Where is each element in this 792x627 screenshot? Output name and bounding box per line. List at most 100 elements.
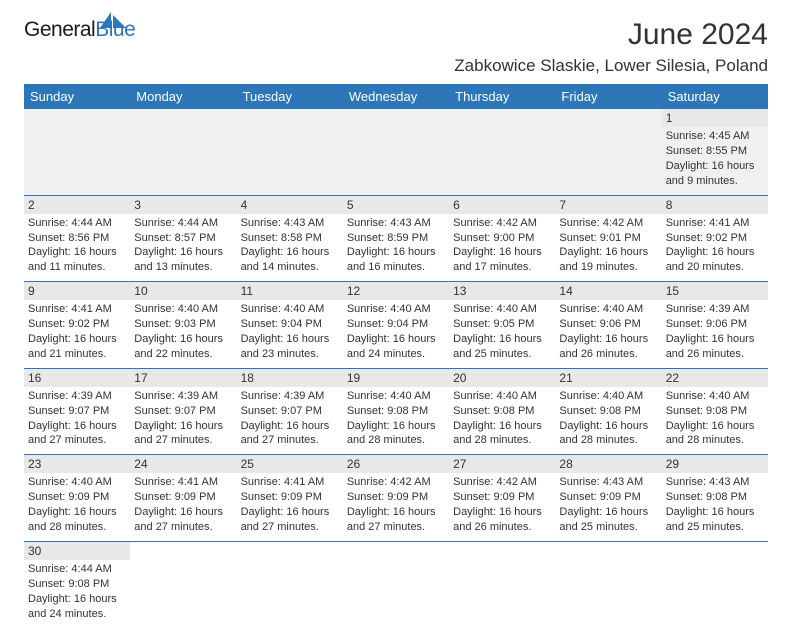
calendar-cell: 29Sunrise: 4:43 AMSunset: 9:08 PMDayligh…	[662, 455, 768, 542]
sunrise-text: Sunrise: 4:44 AM	[28, 216, 126, 231]
daylight-text: Daylight: 16 hours and 11 minutes.	[28, 245, 126, 275]
day-number: 26	[343, 455, 449, 473]
calendar-cell: 14Sunrise: 4:40 AMSunset: 9:06 PMDayligh…	[555, 282, 661, 369]
calendar-cell: 3Sunrise: 4:44 AMSunset: 8:57 PMDaylight…	[130, 195, 236, 282]
sunrise-text: Sunrise: 4:44 AM	[28, 562, 126, 577]
daylight-text: Daylight: 16 hours and 28 minutes.	[28, 505, 126, 535]
calendar-cell: 10Sunrise: 4:40 AMSunset: 9:03 PMDayligh…	[130, 282, 236, 369]
sunset-text: Sunset: 9:09 PM	[453, 490, 551, 505]
sunrise-text: Sunrise: 4:40 AM	[559, 302, 657, 317]
daylight-text: Daylight: 16 hours and 20 minutes.	[666, 245, 764, 275]
daylight-text: Daylight: 16 hours and 25 minutes.	[453, 332, 551, 362]
calendar-cell: 21Sunrise: 4:40 AMSunset: 9:08 PMDayligh…	[555, 368, 661, 455]
day-number: 10	[130, 282, 236, 300]
daylight-text: Daylight: 16 hours and 28 minutes.	[666, 419, 764, 449]
month-title: June 2024	[454, 18, 768, 52]
sunset-text: Sunset: 8:59 PM	[347, 231, 445, 246]
calendar-cell: 9Sunrise: 4:41 AMSunset: 9:02 PMDaylight…	[24, 282, 130, 369]
calendar-row: 2Sunrise: 4:44 AMSunset: 8:56 PMDaylight…	[24, 195, 768, 282]
daylight-text: Daylight: 16 hours and 9 minutes.	[666, 159, 764, 189]
calendar-cell: 15Sunrise: 4:39 AMSunset: 9:06 PMDayligh…	[662, 282, 768, 369]
sunrise-text: Sunrise: 4:42 AM	[347, 475, 445, 490]
sunset-text: Sunset: 8:55 PM	[666, 144, 764, 159]
sunrise-text: Sunrise: 4:41 AM	[241, 475, 339, 490]
calendar-row: 23Sunrise: 4:40 AMSunset: 9:09 PMDayligh…	[24, 455, 768, 542]
sunset-text: Sunset: 9:02 PM	[28, 317, 126, 332]
calendar-cell: 1Sunrise: 4:45 AMSunset: 8:55 PMDaylight…	[662, 109, 768, 195]
calendar-page: GeneralBlue June 2024 Zabkowice Slaskie,…	[0, 0, 792, 627]
day-number: 13	[449, 282, 555, 300]
sunset-text: Sunset: 8:56 PM	[28, 231, 126, 246]
calendar-cell: 5Sunrise: 4:43 AMSunset: 8:59 PMDaylight…	[343, 195, 449, 282]
sunrise-text: Sunrise: 4:41 AM	[666, 216, 764, 231]
sunset-text: Sunset: 9:00 PM	[453, 231, 551, 246]
day-number: 16	[24, 369, 130, 387]
sunset-text: Sunset: 9:09 PM	[241, 490, 339, 505]
daylight-text: Daylight: 16 hours and 24 minutes.	[347, 332, 445, 362]
calendar-cell: 7Sunrise: 4:42 AMSunset: 9:01 PMDaylight…	[555, 195, 661, 282]
sunrise-text: Sunrise: 4:40 AM	[453, 302, 551, 317]
day-number: 21	[555, 369, 661, 387]
calendar-row: 1Sunrise: 4:45 AMSunset: 8:55 PMDaylight…	[24, 109, 768, 195]
daylight-text: Daylight: 16 hours and 13 minutes.	[134, 245, 232, 275]
calendar-cell: 18Sunrise: 4:39 AMSunset: 9:07 PMDayligh…	[237, 368, 343, 455]
sunrise-text: Sunrise: 4:39 AM	[666, 302, 764, 317]
daylight-text: Daylight: 16 hours and 16 minutes.	[347, 245, 445, 275]
daylight-text: Daylight: 16 hours and 27 minutes.	[134, 419, 232, 449]
calendar-row: 16Sunrise: 4:39 AMSunset: 9:07 PMDayligh…	[24, 368, 768, 455]
day-number: 14	[555, 282, 661, 300]
sunset-text: Sunset: 9:01 PM	[559, 231, 657, 246]
day-number: 22	[662, 369, 768, 387]
calendar-body: 1Sunrise: 4:45 AMSunset: 8:55 PMDaylight…	[24, 109, 768, 627]
sunrise-text: Sunrise: 4:45 AM	[666, 129, 764, 144]
sunrise-text: Sunrise: 4:39 AM	[28, 389, 126, 404]
calendar-cell: 4Sunrise: 4:43 AMSunset: 8:58 PMDaylight…	[237, 195, 343, 282]
sunrise-text: Sunrise: 4:39 AM	[241, 389, 339, 404]
sunset-text: Sunset: 9:09 PM	[347, 490, 445, 505]
sunset-text: Sunset: 9:08 PM	[559, 404, 657, 419]
day-number: 29	[662, 455, 768, 473]
day-number: 2	[24, 196, 130, 214]
sunset-text: Sunset: 9:08 PM	[666, 404, 764, 419]
calendar-cell	[343, 109, 449, 195]
sunrise-text: Sunrise: 4:40 AM	[134, 302, 232, 317]
sunset-text: Sunset: 9:08 PM	[28, 577, 126, 592]
calendar-cell: 13Sunrise: 4:40 AMSunset: 9:05 PMDayligh…	[449, 282, 555, 369]
calendar-cell: 30Sunrise: 4:44 AMSunset: 9:08 PMDayligh…	[24, 541, 130, 627]
daylight-text: Daylight: 16 hours and 28 minutes.	[347, 419, 445, 449]
calendar-cell: 19Sunrise: 4:40 AMSunset: 9:08 PMDayligh…	[343, 368, 449, 455]
calendar-cell	[662, 541, 768, 627]
weekday-header: Monday	[130, 84, 236, 109]
calendar-row: 30Sunrise: 4:44 AMSunset: 9:08 PMDayligh…	[24, 541, 768, 627]
sunset-text: Sunset: 9:04 PM	[347, 317, 445, 332]
calendar-cell	[449, 541, 555, 627]
daylight-text: Daylight: 16 hours and 28 minutes.	[559, 419, 657, 449]
calendar-cell: 20Sunrise: 4:40 AMSunset: 9:08 PMDayligh…	[449, 368, 555, 455]
day-number: 18	[237, 369, 343, 387]
sunset-text: Sunset: 9:03 PM	[134, 317, 232, 332]
sunrise-text: Sunrise: 4:43 AM	[241, 216, 339, 231]
daylight-text: Daylight: 16 hours and 27 minutes.	[241, 505, 339, 535]
day-number: 23	[24, 455, 130, 473]
calendar-cell: 17Sunrise: 4:39 AMSunset: 9:07 PMDayligh…	[130, 368, 236, 455]
day-number: 7	[555, 196, 661, 214]
sunrise-text: Sunrise: 4:40 AM	[241, 302, 339, 317]
day-number: 25	[237, 455, 343, 473]
daylight-text: Daylight: 16 hours and 26 minutes.	[666, 332, 764, 362]
weekday-header: Wednesday	[343, 84, 449, 109]
daylight-text: Daylight: 16 hours and 24 minutes.	[28, 592, 126, 622]
daylight-text: Daylight: 16 hours and 23 minutes.	[241, 332, 339, 362]
logo-sail-icon	[100, 12, 130, 35]
day-number: 9	[24, 282, 130, 300]
calendar-cell: 22Sunrise: 4:40 AMSunset: 9:08 PMDayligh…	[662, 368, 768, 455]
weekday-header: Sunday	[24, 84, 130, 109]
calendar-cell: 28Sunrise: 4:43 AMSunset: 9:09 PMDayligh…	[555, 455, 661, 542]
day-number: 27	[449, 455, 555, 473]
sunrise-text: Sunrise: 4:40 AM	[347, 389, 445, 404]
day-number: 19	[343, 369, 449, 387]
calendar-cell: 27Sunrise: 4:42 AMSunset: 9:09 PMDayligh…	[449, 455, 555, 542]
day-number: 20	[449, 369, 555, 387]
day-number: 6	[449, 196, 555, 214]
day-number: 3	[130, 196, 236, 214]
sunset-text: Sunset: 9:08 PM	[666, 490, 764, 505]
